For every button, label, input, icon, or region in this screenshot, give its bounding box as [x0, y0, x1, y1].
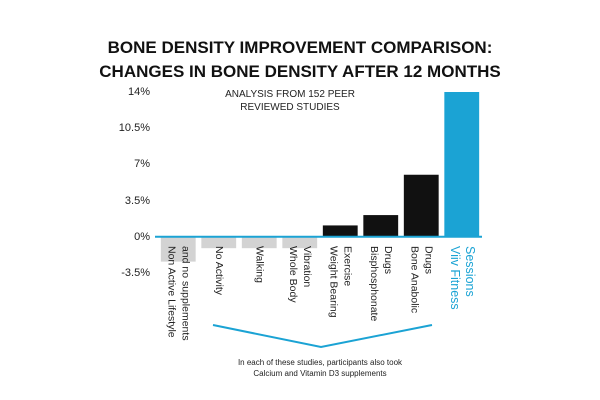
y-tick-label: 14%	[127, 86, 150, 98]
y-tick-label: 3.5%	[124, 194, 150, 207]
bar	[322, 225, 358, 237]
annotation: In each of these studies, participants a…	[237, 358, 403, 378]
x-tick-label: Bisphosphonate Drugs	[367, 246, 394, 322]
annotation: ANALYSIS FROM 152 PEER REVIEWED STUDIES	[225, 89, 355, 113]
y-tick-label: 0%	[134, 230, 150, 243]
x-tick-label: Viiv Fitness Sessions	[447, 246, 477, 310]
y-tick-label: 10.5%	[118, 122, 150, 135]
x-tick-label: Walking	[253, 246, 266, 283]
y-tick-label: -3.5%	[121, 267, 150, 279]
y-tick-label: 7%	[134, 158, 150, 171]
x-tick-label: Whole Body Vibration	[286, 246, 313, 303]
x-tick-label: Bone Anabolic Drugs	[408, 246, 435, 314]
bar	[282, 236, 318, 249]
x-tick-label: Non Active Lifestyle and no supplements	[165, 246, 192, 341]
bar	[201, 236, 237, 249]
bar	[363, 215, 399, 237]
bar	[403, 174, 439, 237]
chart-title: BONE DENSITY IMPROVEMENT COMPARISON: CHA…	[99, 38, 501, 81]
bar	[444, 92, 480, 237]
bracket	[212, 324, 433, 349]
bar	[160, 236, 196, 262]
bar	[241, 236, 277, 249]
x-tick-label: No Activity	[212, 246, 225, 296]
x-tick-label: Weight Bearing Exercise	[327, 246, 354, 318]
